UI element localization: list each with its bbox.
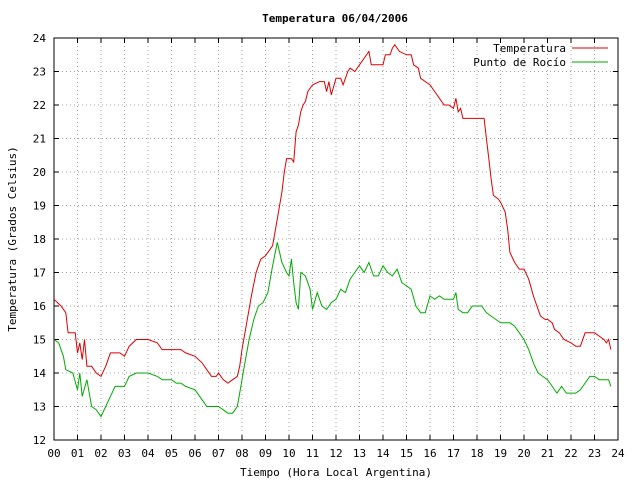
x-tick-label: 01 [71, 447, 84, 460]
x-tick-label: 15 [400, 447, 413, 460]
x-tick-label: 23 [588, 447, 601, 460]
legend-label-punto-de-rocio: Punto de Rocío [473, 56, 566, 69]
grid [54, 38, 618, 440]
x-tick-label: 05 [165, 447, 178, 460]
x-tick-label: 08 [235, 447, 248, 460]
temperatura-line [53, 43, 612, 384]
x-tick-label: 06 [188, 447, 201, 460]
y-axis-label: Temperatura (Grados Celsius) [6, 146, 19, 331]
x-tick-label: 18 [470, 447, 483, 460]
chart-title: Temperatura 06/04/2006 [262, 12, 408, 25]
x-tick-label: 03 [118, 447, 131, 460]
x-tick-label: 11 [306, 447, 319, 460]
y-tick-label: 23 [33, 66, 46, 79]
legend-label-temperatura: Temperatura [493, 42, 566, 55]
x-tick-label: 10 [282, 447, 295, 460]
x-tick-label: 14 [376, 447, 390, 460]
y-tick-label: 19 [33, 200, 46, 213]
x-tick-label: 17 [447, 447, 460, 460]
x-tick-label: 16 [423, 447, 436, 460]
y-tick-label: 20 [33, 166, 46, 179]
x-tick-label: 07 [212, 447, 225, 460]
x-tick-label: 04 [141, 447, 155, 460]
axes: 00 01 02 03 04 05 06 07 08 09 10 11 12 13 14 15 16 17 18 19… [33, 32, 625, 460]
x-tick-label: 12 [329, 447, 342, 460]
y-tick-label: 18 [33, 233, 46, 246]
y-tick-label: 17 [33, 267, 46, 280]
y-tick-label: 12 [33, 434, 46, 447]
x-tick-label: 21 [541, 447, 554, 460]
y-tick-label: 16 [33, 300, 46, 313]
y-tick-label: 21 [33, 133, 46, 146]
x-tick-label: 02 [94, 447, 107, 460]
x-tick-label: 09 [259, 447, 272, 460]
y-tick-label: 22 [33, 99, 46, 112]
legend: Temperatura Punto de Rocío [473, 42, 608, 69]
x-tick-label: 19 [494, 447, 507, 460]
y-tick-label: 24 [33, 32, 47, 45]
y-tick-label: 14 [33, 367, 47, 380]
x-tick-label: 00 [47, 447, 60, 460]
x-tick-label: 22 [564, 447, 577, 460]
x-axis-label: Tiempo (Hora Local Argentina) [240, 466, 432, 479]
series-layer [53, 43, 612, 418]
punto-de-rocio-line [53, 242, 612, 418]
x-tick-label: 20 [517, 447, 530, 460]
y-tick-label: 15 [33, 334, 46, 347]
y-tick-label: 13 [33, 401, 46, 414]
x-tick-label: 24 [611, 447, 625, 460]
x-tick-label: 13 [353, 447, 366, 460]
